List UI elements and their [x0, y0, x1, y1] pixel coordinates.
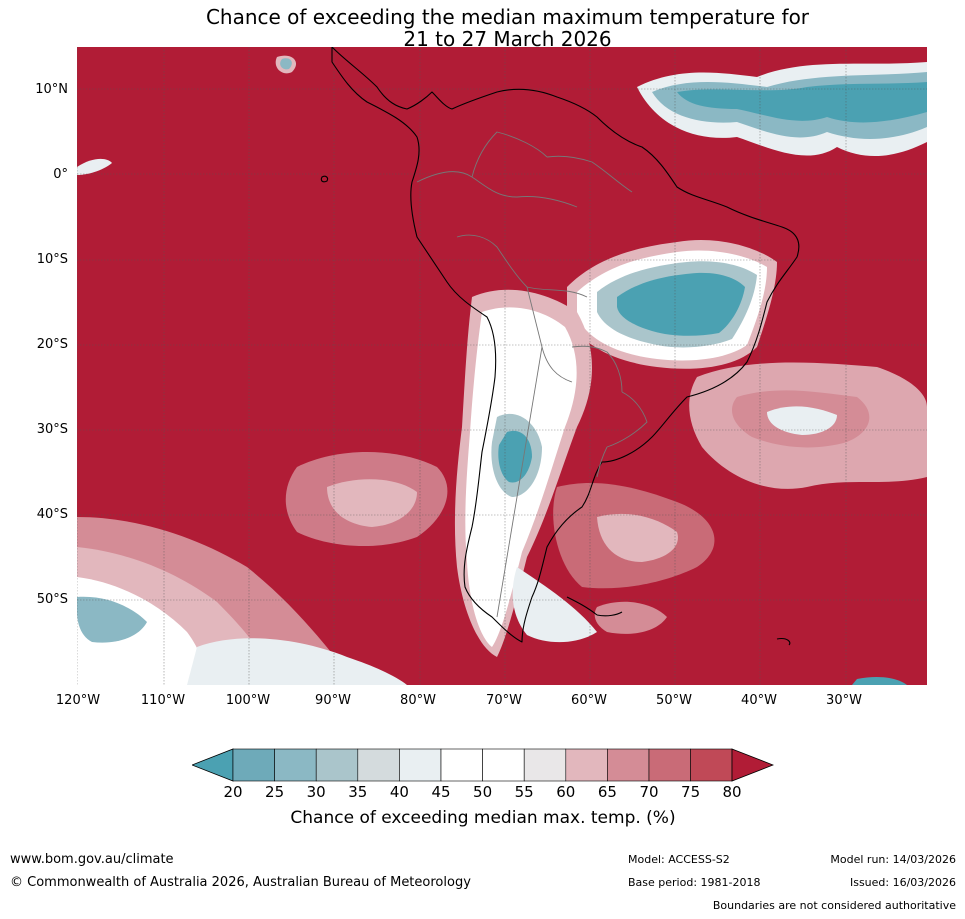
coastline	[320, 47, 800, 646]
colorbar-segment-20-25	[232, 748, 275, 782]
lon-label-30w: 30°W	[826, 693, 862, 708]
country-borders	[416, 131, 648, 618]
lon-label-90w: 90°W	[315, 693, 351, 708]
lon-label-60w: 60°W	[571, 693, 607, 708]
colorbar-tick-70: 70	[639, 783, 659, 801]
colorbar-tick-35: 35	[348, 783, 368, 801]
colorbar-tick-55: 55	[514, 783, 534, 801]
lat-label-50s: 50°S	[36, 592, 68, 607]
map-title-line-2: 21 to 27 March 2026	[403, 27, 612, 51]
south-atlantic-patches	[553, 362, 927, 634]
colorbar-label: Chance of exceeding median max. temp. (%…	[290, 808, 676, 828]
colorbar-tick-65: 65	[597, 783, 617, 801]
colorbar-segment-70-75	[648, 748, 691, 782]
lon-label-110w: 110°W	[140, 693, 186, 708]
colorbar-tick-40: 40	[389, 783, 409, 801]
map-title-line-1: Chance of exceeding the median maximum t…	[205, 5, 810, 29]
colorbar-tick-75: 75	[681, 783, 701, 801]
colorbar	[190, 748, 775, 782]
lat-label-0: 0°	[53, 167, 68, 182]
lon-label-80w: 80°W	[400, 693, 436, 708]
brazil-cool-patch	[567, 239, 777, 369]
colorbar-tick-80: 80	[722, 783, 742, 801]
probability-map	[77, 47, 927, 685]
lon-label-100w: 100°W	[225, 693, 271, 708]
lon-label-70w: 70°W	[486, 693, 522, 708]
lat-label-10n: 10°N	[35, 82, 68, 97]
colorbar-segment-65-70	[607, 748, 650, 782]
lat-label-30s: 30°S	[36, 422, 68, 437]
colorbar-segment-50-55	[482, 748, 525, 782]
footer-issued: Issued: 16/03/2026	[849, 876, 956, 889]
map-graticule	[77, 47, 927, 685]
footer-model-run: Model run: 14/03/2026	[830, 853, 956, 866]
colorbar-segment-60-65	[565, 748, 608, 782]
colorbar-tick-45: 45	[431, 783, 451, 801]
colorbar-tick-30: 30	[306, 783, 326, 801]
colorbar-high-extension	[731, 748, 775, 782]
colorbar-tick-25: 25	[265, 783, 285, 801]
colorbar-segment-45-50	[440, 748, 483, 782]
lat-label-20s: 20°S	[36, 337, 68, 352]
colorbar-segment-75-80	[690, 748, 733, 782]
footer-url: www.bom.gov.au/climate	[10, 852, 174, 867]
footer-boundaries-note: Boundaries are not considered authoritat…	[712, 899, 956, 912]
colorbar-segment-25-30	[274, 748, 317, 782]
colorbar-segment-55-60	[523, 748, 567, 782]
colorbar-tick-50: 50	[473, 783, 493, 801]
colorbar-tick-60: 60	[556, 783, 576, 801]
lat-label-10s: 10°S	[36, 252, 68, 267]
atlantic-north-patch	[77, 55, 927, 175]
lon-label-40w: 40°W	[741, 693, 777, 708]
lon-label-50w: 50°W	[656, 693, 692, 708]
colorbar-segment-40-45	[399, 748, 442, 782]
colorbar-tick-20: 20	[223, 783, 243, 801]
footer-model: Model: ACCESS-S2	[628, 853, 730, 866]
andes-corridor-patch	[454, 289, 597, 657]
colorbar-segment-35-40	[357, 748, 400, 782]
south-pacific-patches	[77, 452, 907, 685]
footer-copyright: © Commonwealth of Australia 2026, Austra…	[10, 875, 471, 890]
lat-label-40s: 40°S	[36, 507, 68, 522]
colorbar-segment-30-35	[315, 748, 359, 782]
colorbar-low-extension	[190, 748, 234, 782]
footer-base-period: Base period: 1981-2018	[628, 876, 761, 889]
lon-label-120w: 120°W	[55, 693, 101, 708]
